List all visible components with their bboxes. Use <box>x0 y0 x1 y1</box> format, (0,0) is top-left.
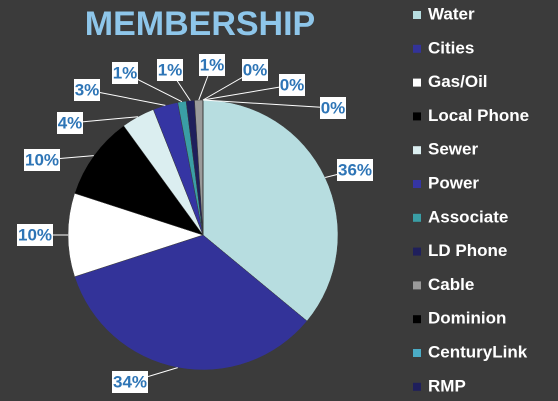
data-label: 0% <box>321 98 346 117</box>
legend-swatch <box>413 180 421 188</box>
data-label: 4% <box>58 113 83 132</box>
label-box <box>57 112 83 134</box>
legend-label: Cities <box>428 38 474 57</box>
legend-label: Sewer <box>428 140 478 159</box>
legend-swatch <box>413 315 421 324</box>
leader-line <box>202 99 334 109</box>
legend-swatch <box>413 382 421 391</box>
pie-slice <box>67 192 204 278</box>
data-label: 10% <box>25 150 59 169</box>
data-label: 0% <box>243 60 268 79</box>
label-box <box>320 97 346 119</box>
pie-slice <box>202 99 339 322</box>
legend-swatch <box>413 213 421 222</box>
legend-label: Water <box>428 4 475 23</box>
data-label: 10% <box>18 225 52 244</box>
legend-label: Cable <box>428 275 474 294</box>
legend-swatch <box>413 112 421 121</box>
pie-slice <box>74 125 204 236</box>
label-box <box>17 224 53 246</box>
label-box <box>199 54 225 76</box>
leader-line <box>86 89 166 106</box>
legend-swatch <box>413 281 421 290</box>
legend-swatch <box>413 44 421 53</box>
legend-swatch <box>413 11 421 19</box>
chart-title: MEMBERSHIP <box>85 5 315 43</box>
label-box <box>337 159 373 181</box>
leader-line <box>202 84 293 101</box>
legend-swatch <box>413 247 421 256</box>
label-box <box>112 371 148 393</box>
legend-label: LD Phone <box>428 241 507 260</box>
label-box <box>242 59 268 81</box>
legend-label: Associate <box>428 207 508 226</box>
data-label: 1% <box>200 55 225 74</box>
legend-swatch <box>413 349 421 357</box>
legend-swatch <box>413 146 421 155</box>
label-box <box>112 62 138 84</box>
pie-slice <box>74 234 308 371</box>
legend-label: Local Phone <box>428 106 529 125</box>
data-label: 34% <box>113 372 147 391</box>
label-box <box>157 59 183 81</box>
label-box <box>74 79 100 101</box>
data-label: 1% <box>113 63 138 82</box>
legend-label: Gas/Oil <box>428 72 488 91</box>
legend-label: RMP <box>428 376 466 395</box>
legend-label: Dominion <box>428 309 506 328</box>
legend-label: Power <box>428 173 479 192</box>
data-label: 3% <box>75 80 100 99</box>
legend-label: CenturyLink <box>428 342 528 361</box>
label-box <box>279 74 305 96</box>
legend-swatch <box>413 78 421 87</box>
data-label: 0% <box>280 75 305 94</box>
data-label: 36% <box>338 160 372 179</box>
label-box <box>24 149 60 171</box>
data-label: 1% <box>158 60 183 79</box>
